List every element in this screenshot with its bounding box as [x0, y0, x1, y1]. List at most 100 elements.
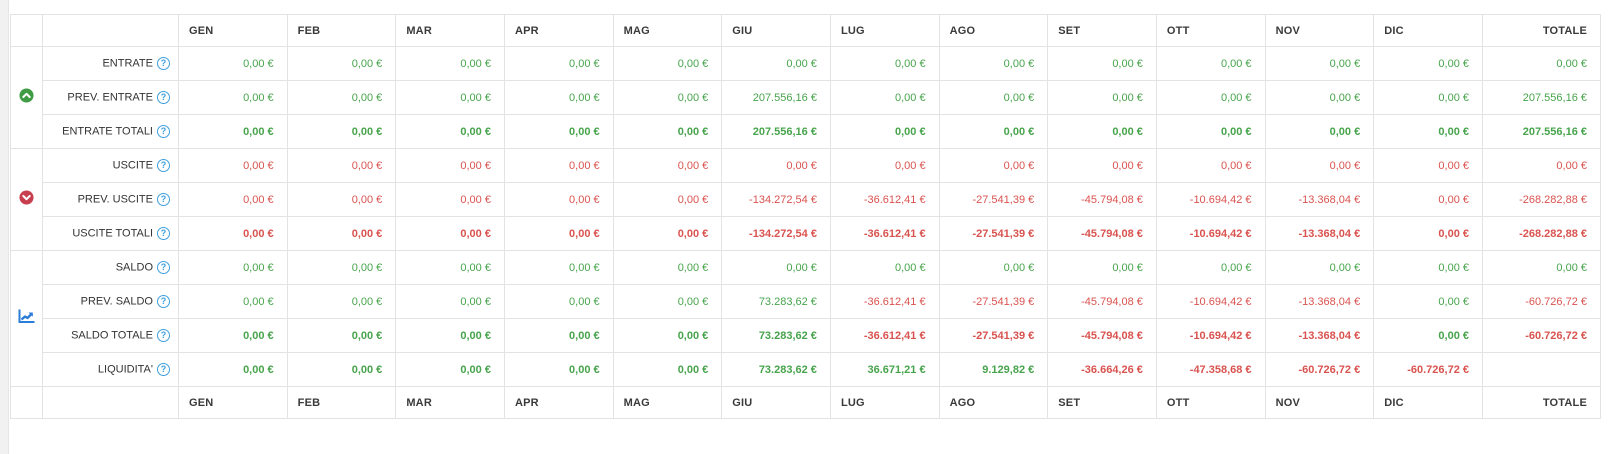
value-cell-lug: -36.612,41 €	[829, 318, 940, 353]
value-cell-giu: -134.272,54 €	[721, 182, 831, 217]
value-cell-mar: 0,00 €	[395, 46, 505, 81]
footer-column-totale: TOTALE	[1482, 386, 1601, 419]
row-label: USCITE	[112, 159, 153, 172]
header-column-totale: TOTALE	[1482, 14, 1601, 47]
row-label-cell: SALDO TOTALE?	[42, 318, 179, 353]
footer-column-ott: OTT	[1155, 386, 1266, 419]
value-cell-apr: 0,00 €	[503, 250, 614, 285]
chart-line-icon[interactable]	[10, 250, 43, 387]
value-cell-apr: 0,00 €	[503, 148, 614, 183]
value-cell-totale: -268.282,88 €	[1482, 216, 1601, 251]
value-cell-ago: -27.541,39 €	[938, 284, 1049, 319]
footer-column-apr: APR	[503, 386, 614, 419]
row-label: PREV. ENTRATE	[67, 91, 153, 104]
value-cell-set: -45.794,08 €	[1047, 318, 1157, 353]
value-cell-apr: 0,00 €	[503, 114, 614, 149]
value-cell-mag: 0,00 €	[612, 284, 723, 319]
cashflow-table: GEN FEB MAR APR MAG GIU LUG AGO SET OTT NOV DIC TOTA…	[10, 14, 1601, 419]
footer-column-ago: AGO	[938, 386, 1049, 419]
footer-column-mag: MAG	[612, 386, 723, 419]
footer-column-nov: NOV	[1264, 386, 1375, 419]
value-cell-gen: 0,00 €	[178, 114, 288, 149]
value-cell-mag: 0,00 €	[612, 114, 723, 149]
value-cell-lug: 0,00 €	[829, 114, 940, 149]
value-cell-ago: 0,00 €	[938, 250, 1049, 285]
row-label: USCITE TOTALI	[72, 227, 153, 240]
row-label: PREV. SALDO	[80, 295, 153, 308]
value-cell-feb: 0,00 €	[286, 216, 397, 251]
help-icon[interactable]: ?	[157, 125, 170, 138]
value-cell-mar: 0,00 €	[395, 114, 505, 149]
value-cell-ott: -10.694,42 €	[1155, 216, 1266, 251]
value-cell-apr: 0,00 €	[503, 216, 614, 251]
value-cell-giu: 0,00 €	[721, 250, 831, 285]
help-icon[interactable]: ?	[157, 295, 170, 308]
footer-corner-icon-col	[10, 386, 43, 419]
row-label-cell: USCITE?	[42, 148, 179, 183]
value-cell-dic: 0,00 €	[1373, 80, 1483, 115]
value-cell-ott: 0,00 €	[1155, 148, 1266, 183]
value-cell-gen: 0,00 €	[178, 46, 288, 81]
value-cell-dic: 0,00 €	[1373, 114, 1483, 149]
row-label-cell: USCITE TOTALI?	[42, 216, 179, 251]
value-cell-nov: -13.368,04 €	[1264, 284, 1375, 319]
value-cell-ott: 0,00 €	[1155, 80, 1266, 115]
table-row-uscite: USCITE? 0,00 €0,00 €0,00 €0,00 €0,00 €0,0…	[10, 148, 1601, 251]
value-cell-ago: -27.541,39 €	[938, 182, 1049, 217]
help-icon[interactable]: ?	[157, 227, 170, 240]
footer-row: GEN FEB MAR APR MAG GIU LUG AGO SET OTT NOV DIC TOTA…	[10, 386, 1601, 419]
value-cell-set: 0,00 €	[1047, 114, 1157, 149]
value-cell-totale: -60.726,72 €	[1482, 284, 1601, 319]
help-icon[interactable]: ?	[157, 159, 170, 172]
value-cell-nov: 0,00 €	[1264, 80, 1375, 115]
value-cell-mag: 0,00 €	[612, 250, 723, 285]
value-cell-ago: -27.541,39 €	[938, 318, 1049, 353]
value-cell-mag: 0,00 €	[612, 216, 723, 251]
header-column-set: SET	[1047, 14, 1157, 47]
trend-down-icon	[10, 148, 43, 251]
value-cell-feb: 0,00 €	[286, 114, 397, 149]
value-cell-gen: 0,00 €	[178, 352, 288, 387]
value-cell-set: 0,00 €	[1047, 250, 1157, 285]
value-cell-lug: 0,00 €	[829, 80, 940, 115]
help-icon[interactable]: ?	[157, 363, 170, 376]
value-cell-lug: 0,00 €	[829, 46, 940, 81]
trend-up-icon	[10, 46, 43, 149]
row-label: LIQUIDITA'	[97, 363, 153, 376]
table-row-saldo-totale: SALDO TOTALE? 0,00 €0,00 €0,00 €0,00 €0,0…	[11, 318, 1601, 353]
value-cell-lug: -36.612,41 €	[829, 284, 940, 319]
value-cell-gen: 0,00 €	[178, 284, 288, 319]
value-cell-mar: 0,00 €	[395, 80, 505, 115]
value-cell-set: -36.664,26 €	[1047, 352, 1157, 387]
value-cell-ott: -47.358,68 €	[1155, 352, 1266, 387]
row-label: ENTRATE	[102, 57, 153, 70]
value-cell-dic: 0,00 €	[1373, 182, 1483, 217]
row-label-cell: PREV. ENTRATE?	[42, 80, 179, 115]
help-icon[interactable]: ?	[157, 57, 170, 70]
help-icon[interactable]: ?	[157, 193, 170, 206]
value-cell-mar: 0,00 €	[395, 216, 505, 251]
row-label: SALDO	[115, 261, 153, 274]
table-row-entrate: ENTRATE? 0,00 €0,00 €0,00 €0,00 €0,00 €0,…	[10, 46, 1601, 149]
help-icon[interactable]: ?	[157, 261, 170, 274]
value-cell-dic: 0,00 €	[1373, 284, 1483, 319]
value-cell-dic: 0,00 €	[1373, 216, 1483, 251]
value-cell-totale: 0,00 €	[1482, 250, 1601, 285]
value-cell-dic: 0,00 €	[1373, 46, 1483, 81]
value-cell-totale: 0,00 €	[1482, 148, 1601, 183]
help-icon[interactable]: ?	[157, 91, 170, 104]
help-icon[interactable]: ?	[157, 329, 170, 342]
value-cell-lug: -36.612,41 €	[829, 182, 940, 217]
value-cell-nov: -13.368,04 €	[1264, 318, 1375, 353]
table-row-prev-uscite: PREV. USCITE? 0,00 €0,00 €0,00 €0,00 €0,0…	[11, 182, 1601, 217]
value-cell-ott: 0,00 €	[1155, 250, 1266, 285]
value-cell-mag: 0,00 €	[612, 80, 723, 115]
value-cell-set: -45.794,08 €	[1047, 284, 1157, 319]
header-corner-label-col	[42, 14, 179, 47]
cashflow-table-container: GEN FEB MAR APR MAG GIU LUG AGO SET OTT NOV DIC TOTA…	[10, 14, 1601, 419]
value-cell-nov: 0,00 €	[1264, 148, 1375, 183]
footer-column-gen: GEN	[178, 386, 288, 419]
row-label-cell: PREV. SALDO?	[42, 284, 179, 319]
table-row-saldo: SALDO? 0,00 €0,00 €0,00 €0,00 €0,00 €0,00…	[10, 250, 1601, 387]
table-row-prev-saldo: PREV. SALDO? 0,00 €0,00 €0,00 €0,00 €0,00…	[11, 284, 1601, 319]
